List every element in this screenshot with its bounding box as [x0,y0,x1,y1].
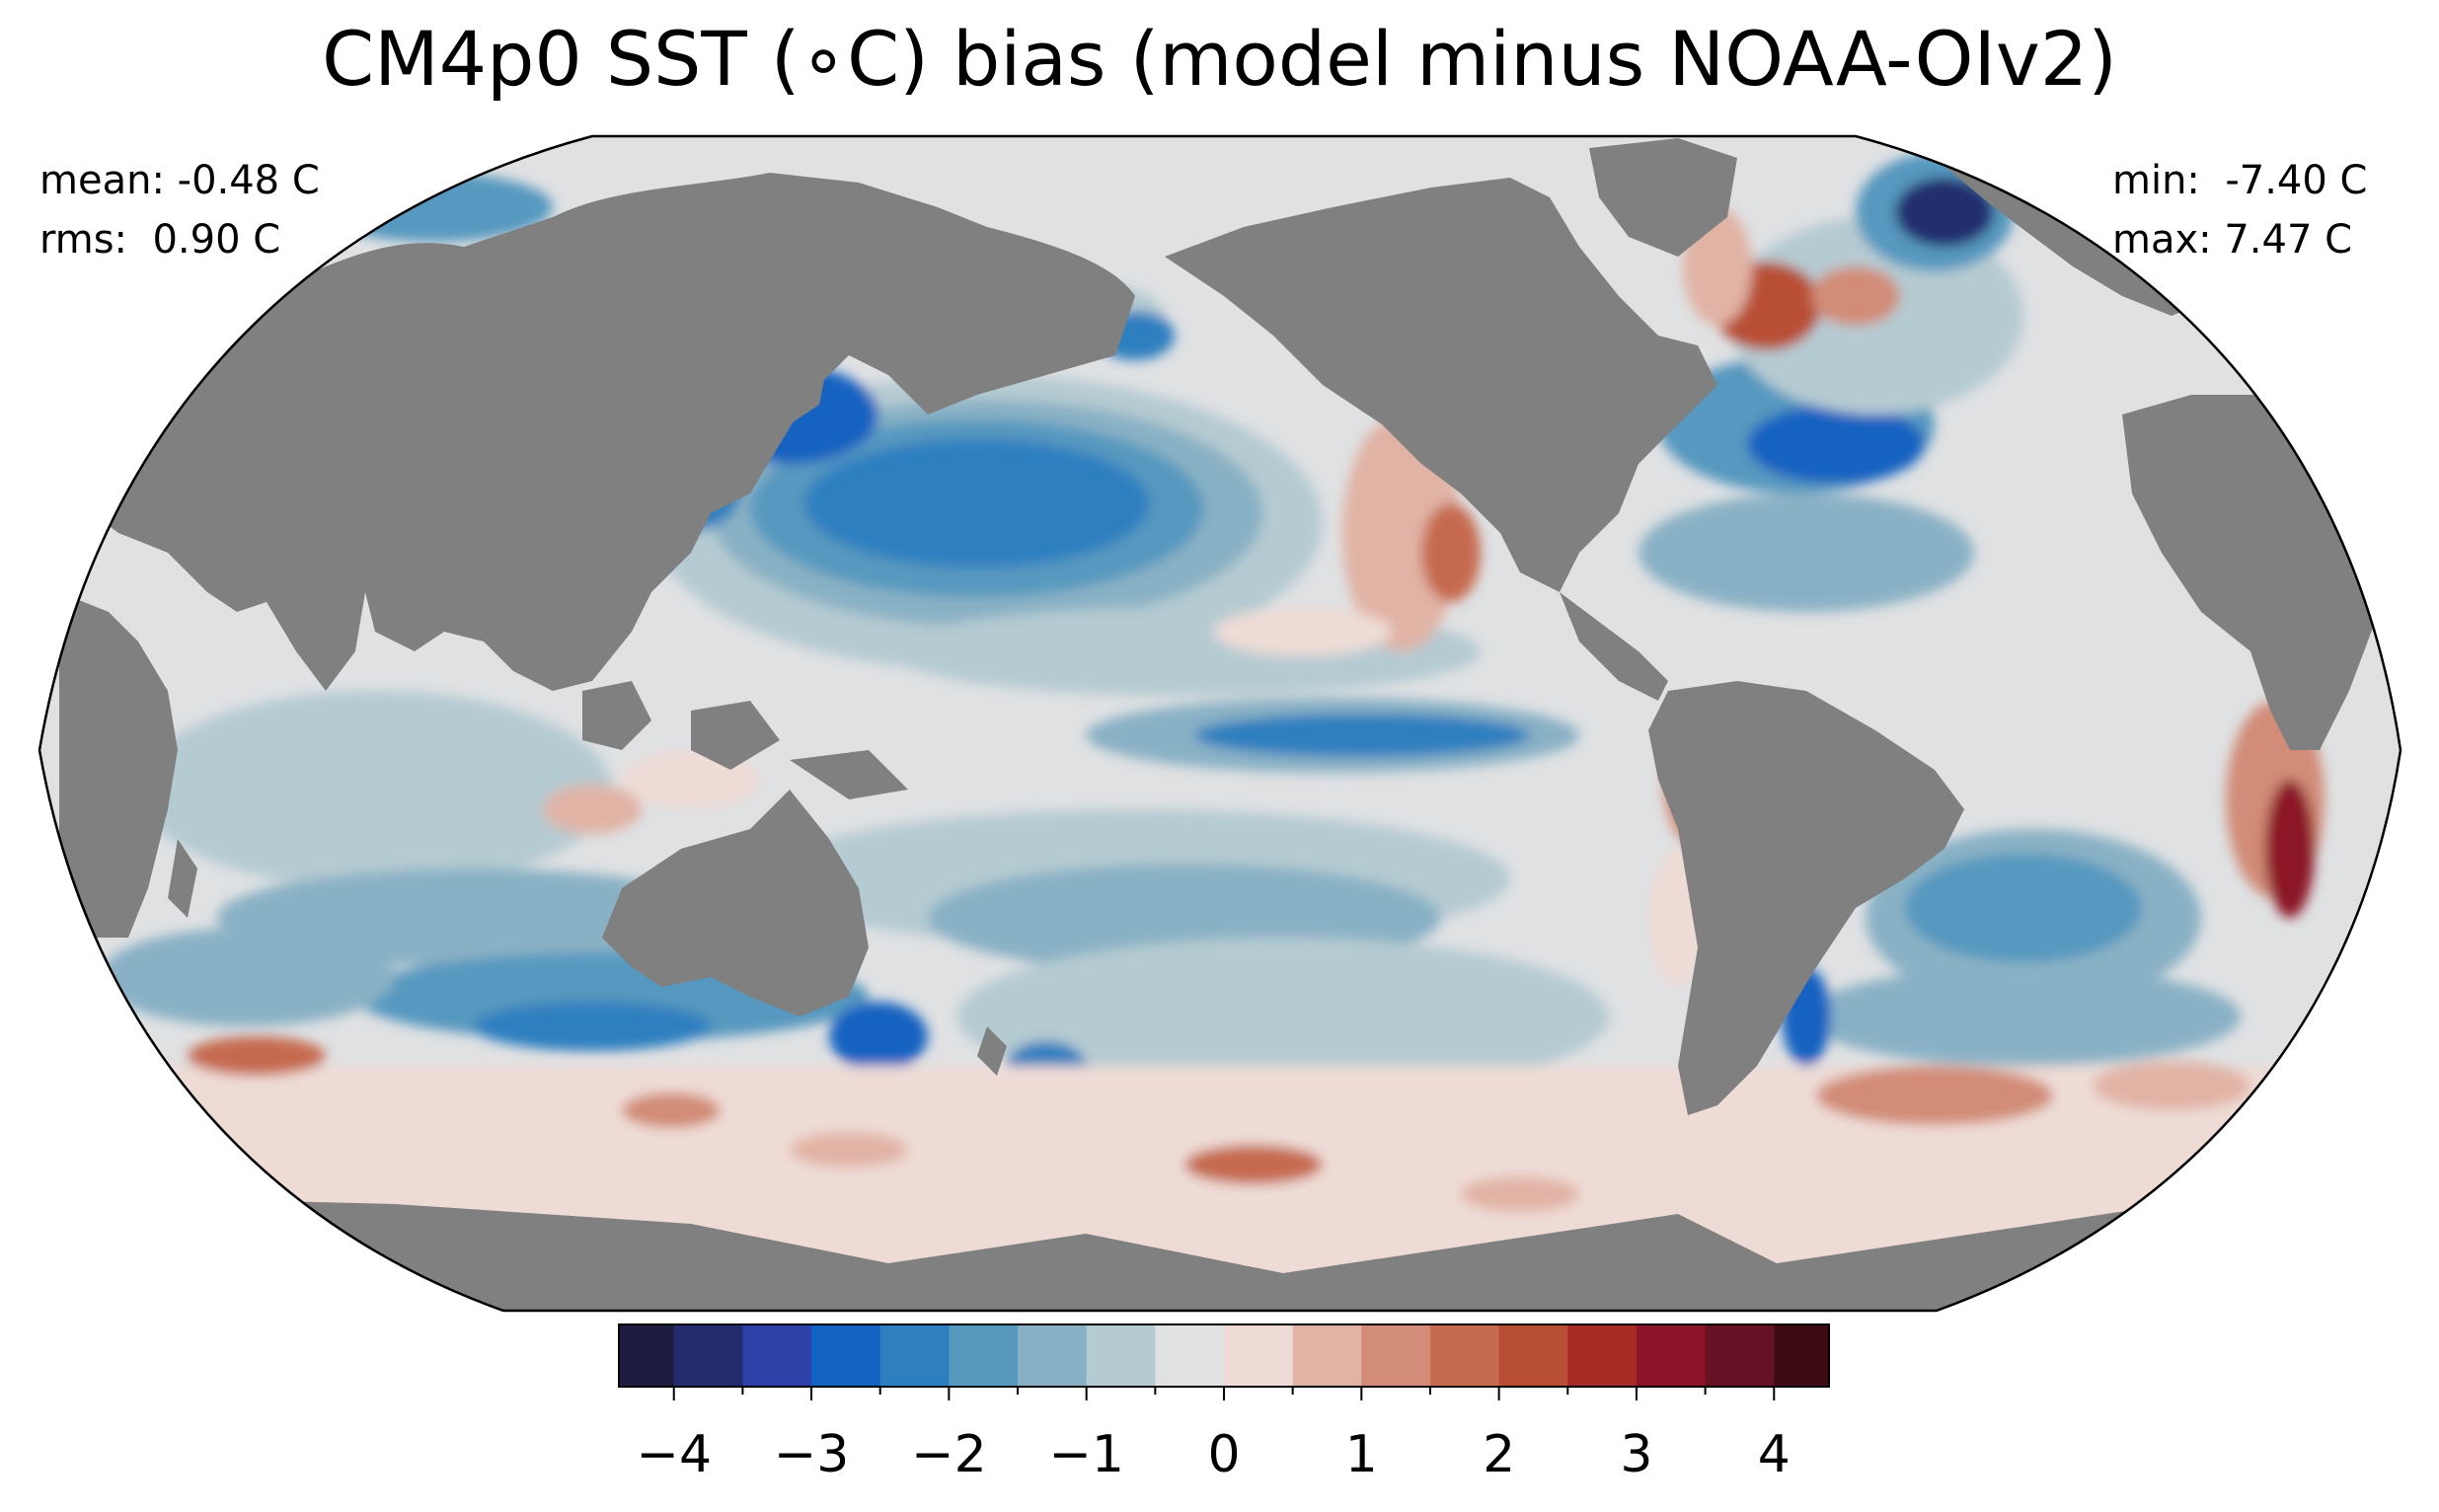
colorbar-tick-label: 4 [1757,1425,1791,1484]
map-frame [38,134,2402,1313]
rms-stat: rms: 0.90 C [39,217,281,263]
colorbar-segment [1567,1324,1638,1387]
colorbar-tick-label: 3 [1620,1425,1653,1484]
map-title: CM4p0 SST (∘C) bias (model minus NOAA-OI… [322,15,2117,103]
colorbar-tick-label: −2 [911,1425,987,1484]
colorbar-segment [742,1324,812,1387]
colorbar-segment [879,1324,950,1387]
colorbar-segment [1361,1324,1431,1387]
colorbar-segment [1636,1324,1707,1387]
colorbar-segment [949,1324,1019,1387]
colorbar-segment [1086,1324,1156,1387]
colorbar-tick-label: 0 [1207,1425,1241,1484]
colorbar-segment [1774,1324,1830,1387]
colorbar-tick-label: −4 [636,1425,713,1484]
colorbar-tick-label: −1 [1048,1425,1124,1484]
colorbar-segment [1705,1324,1775,1387]
colorbar-segment [1018,1324,1088,1387]
colorbar-tick-label: −3 [773,1425,850,1484]
colorbar-tick-label: 1 [1344,1425,1378,1484]
colorbar-segment [619,1324,675,1387]
colorbar-segment [673,1324,743,1387]
colorbar [618,1323,1830,1400]
colorbar-tick-label: 2 [1483,1425,1516,1484]
colorbar-segment [1429,1324,1500,1387]
colorbar-segment [811,1324,881,1387]
map-area [39,136,2401,1311]
colorbar-segment [1224,1324,1294,1387]
colorbar-segment [1498,1324,1568,1387]
colorbar-segment [1292,1324,1362,1387]
colorbar-segment [1155,1324,1225,1387]
max-stat: max: 7.47 C [2112,217,2353,263]
min-stat: min: -7.40 C [2112,158,2368,203]
mean-stat: mean: -0.48 C [39,158,320,203]
